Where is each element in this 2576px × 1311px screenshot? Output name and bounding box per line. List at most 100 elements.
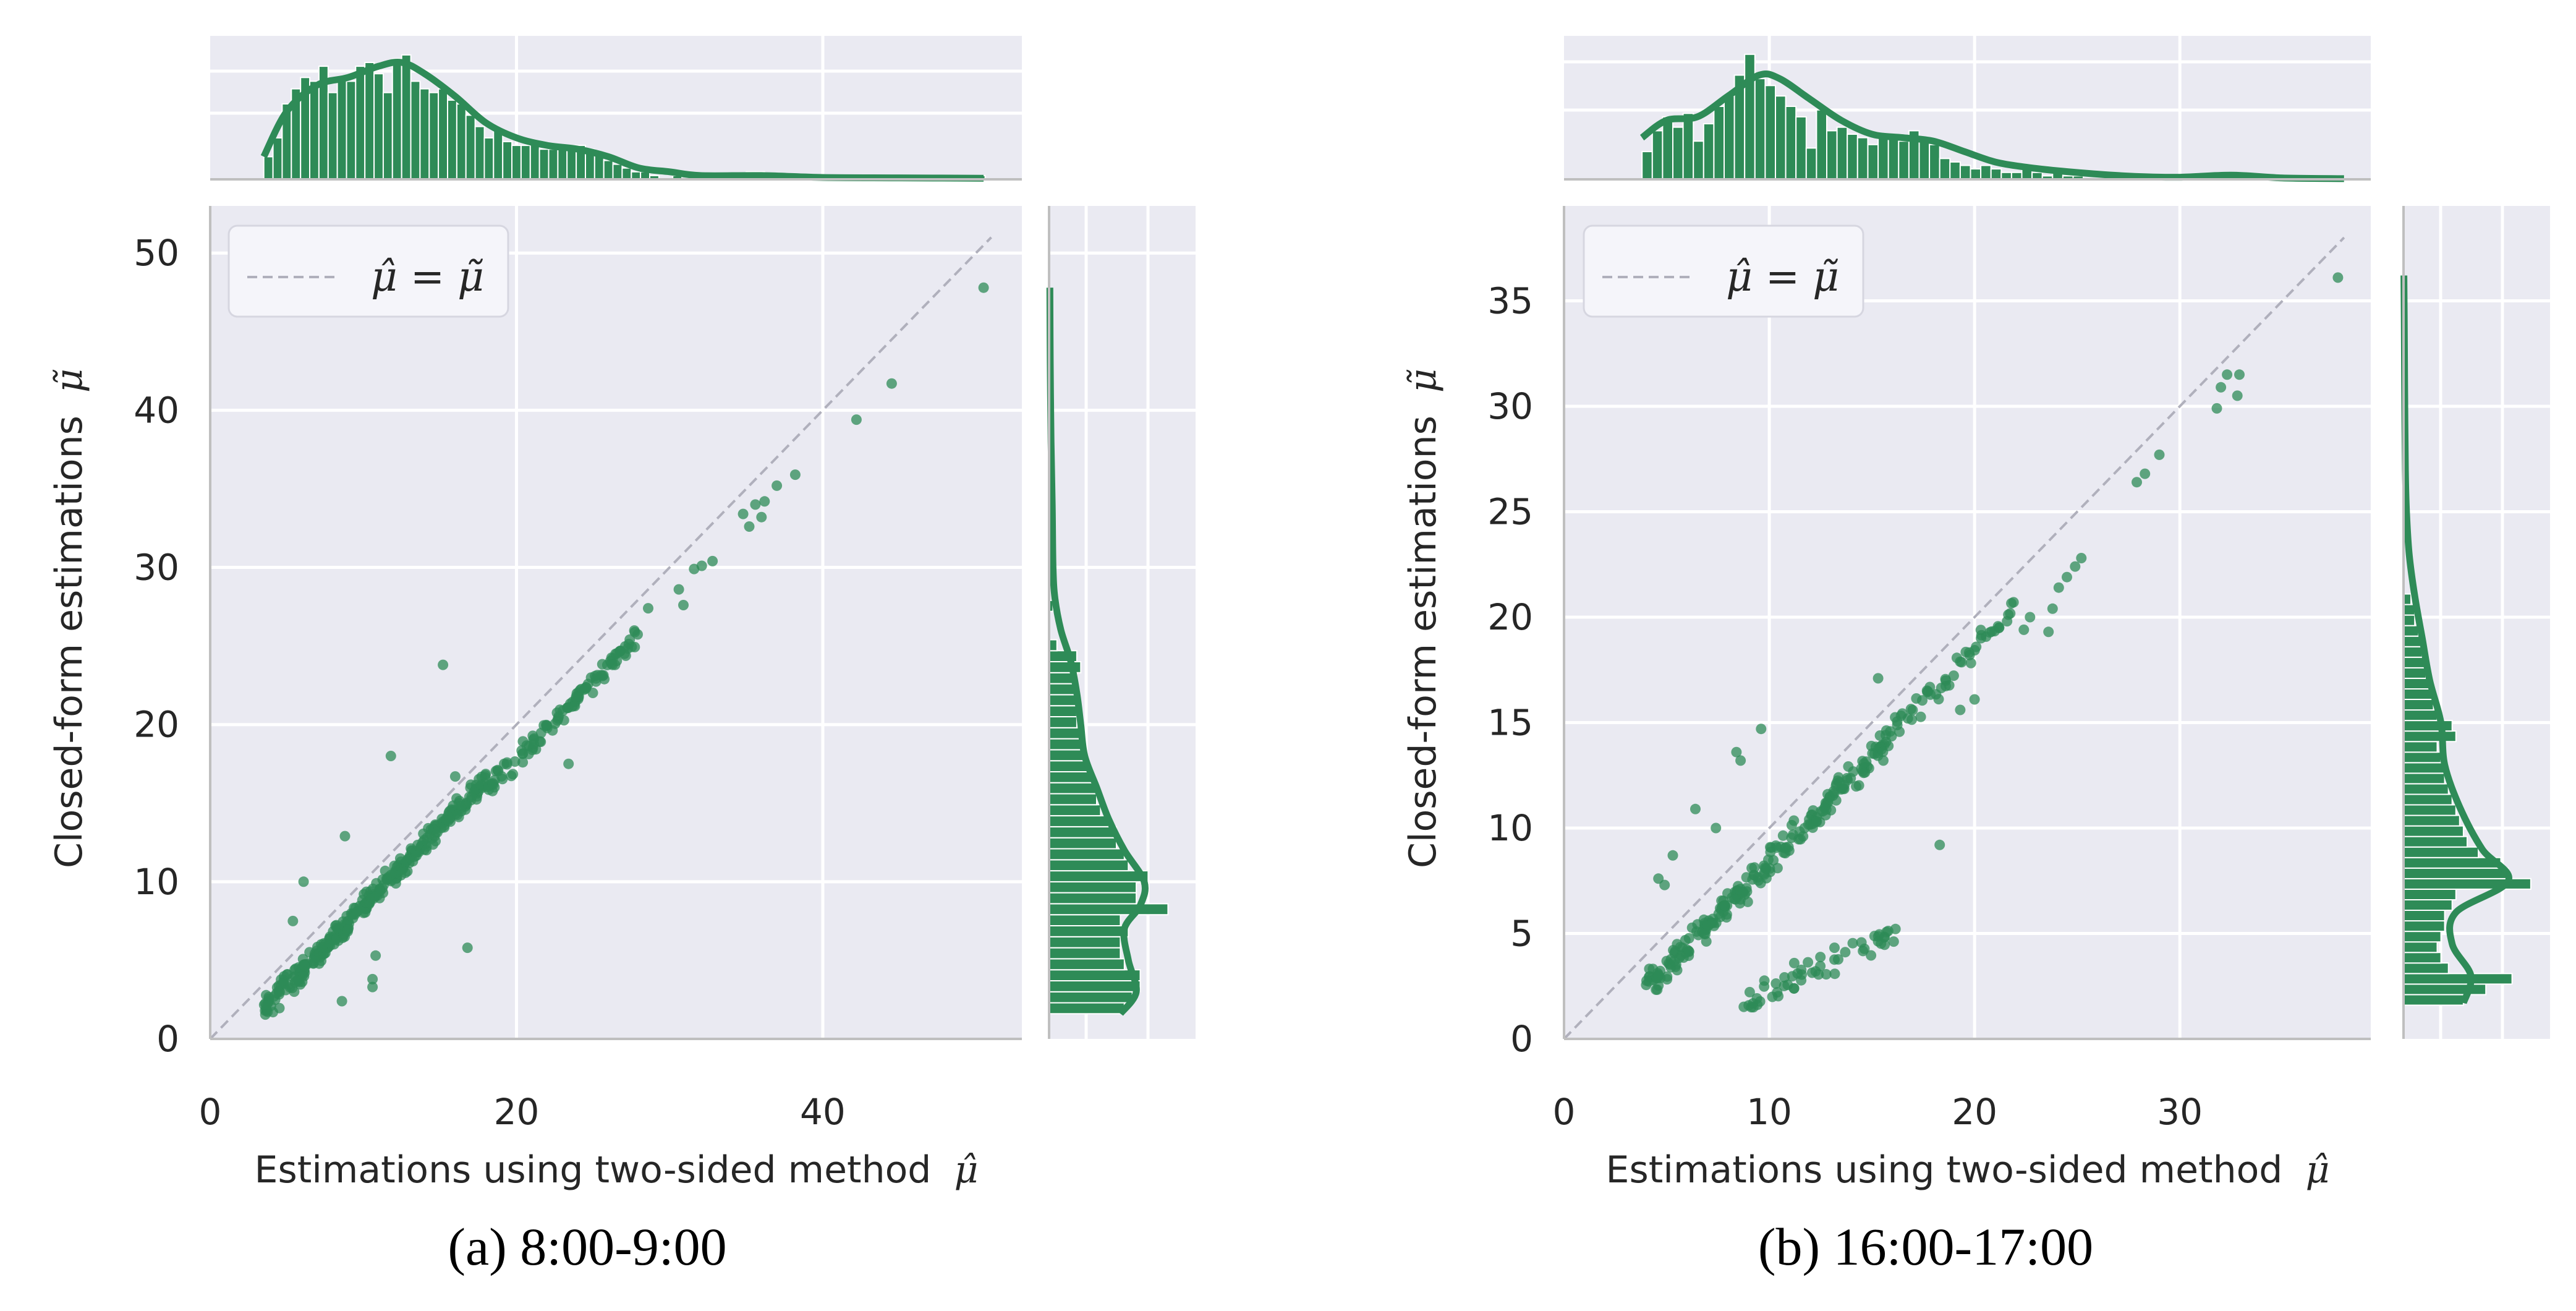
histogram-bar: [1048, 793, 1097, 806]
histogram-bar: [538, 148, 550, 180]
histogram-bar: [1048, 936, 1121, 949]
x-axis-label: Estimations using two-sided method μ̂: [255, 1148, 979, 1192]
scatter-point: [462, 942, 473, 954]
scatter-point: [2332, 272, 2344, 283]
scatter-point: [1780, 842, 1792, 853]
scatter-point: [1813, 969, 1824, 980]
y-tick-label: 0: [156, 1018, 179, 1060]
scatter-point: [389, 860, 400, 871]
x-tick-label: 20: [1952, 1091, 1997, 1133]
histogram-bar: [2403, 699, 2434, 711]
scatter-point: [501, 757, 512, 768]
histogram-bar: [1048, 947, 1121, 960]
scatter-point: [607, 659, 618, 670]
histogram-bar: [1048, 1002, 1125, 1015]
y-tick-label: 35: [1487, 280, 1533, 322]
histogram-bar: [1048, 958, 1125, 971]
histogram-bar: [1949, 161, 1961, 180]
scatter-point: [370, 950, 381, 961]
scatter-point: [1746, 1002, 1757, 1013]
scatter-point: [452, 809, 463, 821]
scatter-point: [1847, 937, 1858, 949]
scatter-point: [1690, 803, 1701, 814]
scatter-point: [2216, 382, 2227, 393]
scatter-point: [517, 748, 529, 759]
histogram-bar: [355, 66, 366, 180]
scatter-point: [412, 839, 423, 850]
scatter-point: [365, 893, 376, 904]
x-tick-label: 30: [2157, 1091, 2203, 1133]
histogram-bar: [428, 92, 440, 180]
y-tick-label: 10: [1487, 807, 1533, 849]
scatter-point: [614, 646, 626, 657]
histogram-bar: [364, 62, 375, 180]
y-tick-label: 25: [1487, 490, 1533, 532]
scatter-point: [886, 378, 897, 389]
histogram-bar: [1048, 991, 1133, 1004]
histogram-bar: [2403, 772, 2446, 785]
scatter-point: [1948, 670, 1959, 681]
histogram-bar: [309, 80, 320, 180]
histogram-bar: [1048, 716, 1078, 728]
scatter-point: [1719, 900, 1730, 912]
histogram-bar: [1048, 903, 1169, 916]
marginal-y-histogram: [1048, 474, 1169, 1015]
scatter-point: [506, 771, 517, 782]
scatter-point: [2043, 626, 2054, 638]
scatter-point: [597, 659, 608, 670]
scatter-point: [1691, 926, 1702, 937]
histogram-bar: [1048, 694, 1078, 707]
scatter-point: [1955, 704, 1966, 715]
histogram-bar: [548, 148, 559, 180]
scatter-point: [1653, 969, 1664, 980]
scatter-point: [1788, 957, 1800, 968]
scatter-point: [2140, 468, 2151, 479]
scatter-point: [339, 831, 351, 842]
legend: μ̂ = μ̃: [227, 224, 509, 318]
histogram-bar: [2403, 867, 2509, 879]
scatter-point: [1965, 657, 1976, 668]
scatter-point: [1669, 955, 1680, 967]
scatter-point: [1881, 730, 1891, 741]
scatter-point: [438, 659, 449, 670]
scatter-point: [1829, 968, 1840, 980]
x-tick-labels: 0 10 20 30: [1553, 1091, 2203, 1133]
scatter-point: [1872, 673, 1884, 684]
scatter-point: [587, 688, 598, 698]
scatter-point: [1761, 863, 1772, 874]
histogram-bar: [2403, 910, 2446, 922]
histogram-bar: [2403, 856, 2502, 869]
y-tick-label: 50: [134, 232, 179, 274]
scatter-point: [260, 1009, 271, 1020]
marginal-x-kde: [1639, 70, 2344, 182]
legend-label: μ̂ = μ̃: [1726, 253, 1839, 301]
scatter-points: [1641, 272, 2344, 1013]
histogram-bar: [1651, 130, 1664, 180]
histogram-bar: [1713, 106, 1725, 180]
histogram-bar: [502, 141, 513, 180]
histogram-bar: [2403, 825, 2464, 837]
scatter-point: [978, 282, 989, 293]
scatter-point: [1659, 879, 1670, 890]
scatter-point: [261, 989, 271, 1001]
scatter-point: [423, 822, 434, 834]
scatter-point: [1842, 775, 1853, 785]
scatter-point: [2076, 553, 2087, 563]
scatter-point: [2018, 624, 2030, 635]
scatter-point: [1652, 984, 1663, 995]
scatter-point: [599, 673, 610, 685]
histogram-bar: [1048, 980, 1141, 993]
scatter-point: [1834, 777, 1845, 788]
histogram-bar: [2403, 677, 2431, 690]
y-tick-labels: 0 5 10 15 20 25 30 35: [1487, 280, 1533, 1060]
scatter-point: [385, 869, 396, 881]
scatter-point: [1934, 839, 1945, 850]
x-tick-label: 40: [800, 1091, 846, 1133]
scatter-point: [1906, 714, 1917, 725]
scatter-point: [1713, 908, 1724, 920]
x-tick-label: 10: [1746, 1091, 1792, 1133]
panel-a: 0 20 40 0 10 20 30 40 50 μ̂ = μ̃ Estimations us…: [48, 36, 1196, 1276]
scatter-point: [1869, 931, 1880, 942]
scatter-point: [1890, 923, 1901, 934]
scatter-point: [851, 414, 862, 425]
